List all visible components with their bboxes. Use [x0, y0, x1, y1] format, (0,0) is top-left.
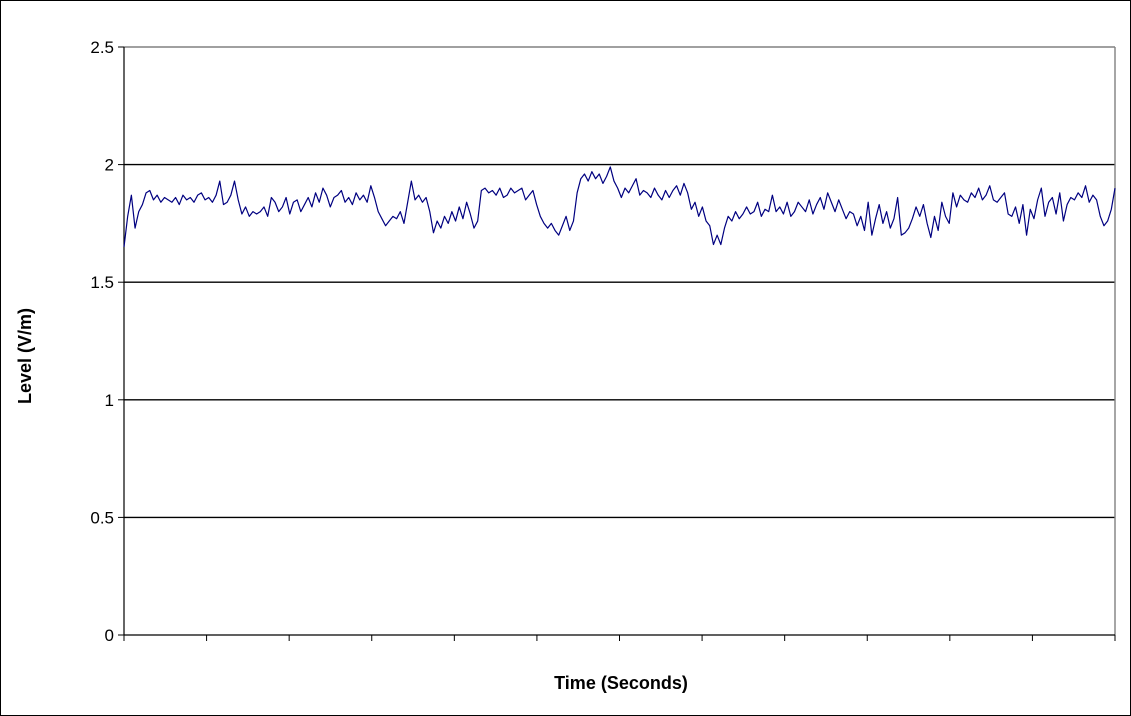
- x-ticks: [123, 635, 1116, 641]
- y-tick-label: 0: [105, 626, 114, 645]
- axes: [118, 46, 1116, 636]
- y-tick-label: 0.5: [90, 508, 114, 527]
- y-tick-label: 2.5: [90, 38, 114, 57]
- y-tick-labels: 0 0.5 1 1.5 2 2.5: [90, 38, 114, 645]
- y-axis-title: Level (V/m): [15, 308, 35, 404]
- gridlines: [124, 163, 1115, 519]
- series-line-0: [123, 166, 1116, 247]
- y-tick-label: 1: [105, 391, 114, 410]
- series-group: [123, 166, 1116, 247]
- y-tick-label: 2: [105, 156, 114, 175]
- x-axis-title: Time (Seconds): [554, 673, 688, 693]
- y-tick-label: 1.5: [90, 273, 114, 292]
